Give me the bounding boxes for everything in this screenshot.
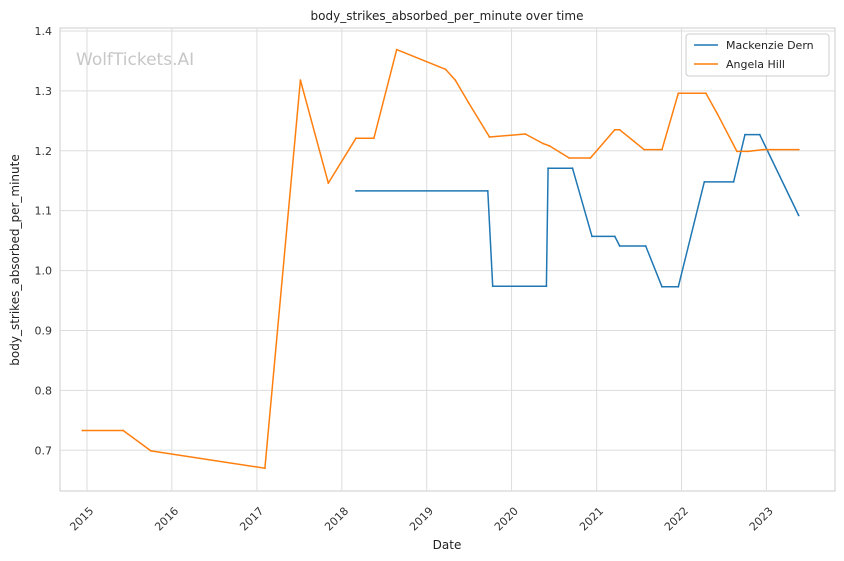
data-point-angela-hill bbox=[264, 467, 266, 470]
data-point-angela-hill bbox=[327, 182, 330, 185]
x-tick-label: 2021 bbox=[577, 505, 606, 534]
data-point-mackenzie-dern bbox=[797, 214, 800, 217]
data-point-angela-hill bbox=[355, 137, 357, 140]
y-tick-label: 1.3 bbox=[35, 85, 53, 98]
x-tick-label: 2018 bbox=[322, 505, 351, 534]
x-tick-label: 2016 bbox=[152, 505, 181, 534]
y-tick-label: 0.7 bbox=[35, 444, 53, 457]
data-point-angela-hill bbox=[747, 150, 750, 153]
data-point-mackenzie-dern bbox=[486, 190, 489, 192]
data-point-angela-hill bbox=[81, 429, 84, 432]
y-tick-labels: 0.7 0.8 0.9 1.0 1.1 1.2 1.3 1.4 bbox=[35, 25, 53, 457]
data-point-angela-hill bbox=[122, 429, 125, 432]
data-point-angela-hill bbox=[643, 148, 645, 151]
x-tick-label: 2019 bbox=[407, 505, 436, 534]
data-point-mackenzie-dern bbox=[491, 285, 494, 288]
x-axis-title: Date bbox=[433, 538, 462, 552]
data-point-angela-hill bbox=[568, 157, 571, 159]
data-point-mackenzie-dern bbox=[545, 285, 548, 288]
y-tick-label: 0.8 bbox=[35, 384, 53, 397]
legend-label-angela-hill: Angela Hill bbox=[726, 58, 785, 71]
y-tick-label: 1.1 bbox=[35, 205, 53, 218]
data-point-angela-hill bbox=[762, 148, 764, 151]
data-point-angela-hill bbox=[524, 133, 527, 135]
data-point-angela-hill bbox=[454, 79, 457, 81]
series-lines bbox=[81, 48, 800, 470]
data-point-mackenzie-dern bbox=[591, 235, 593, 238]
data-point-angela-hill bbox=[661, 148, 663, 151]
data-point-angela-hill bbox=[677, 92, 680, 95]
data-point-angela-hill bbox=[589, 157, 592, 159]
y-tick-label: 1.4 bbox=[35, 25, 53, 38]
data-point-mackenzie-dern bbox=[661, 285, 663, 288]
x-tick-label: 2017 bbox=[237, 505, 266, 534]
legend-box bbox=[685, 33, 830, 77]
y-axis-title: body_strikes_absorbed_per_minute bbox=[8, 154, 22, 365]
x-tick-label: 2020 bbox=[492, 505, 521, 534]
data-point-angela-hill bbox=[467, 101, 470, 104]
data-point-mackenzie-dern bbox=[677, 285, 680, 288]
watermark: WolfTickets.AI bbox=[76, 50, 194, 70]
data-point-mackenzie-dern bbox=[732, 181, 735, 183]
chart-title: body_strikes_absorbed_per_minute over ti… bbox=[311, 9, 584, 23]
data-point-angela-hill bbox=[716, 112, 719, 115]
data-point-angela-hill bbox=[548, 145, 551, 147]
data-point-mackenzie-dern bbox=[618, 245, 621, 247]
data-point-angela-hill bbox=[797, 148, 800, 151]
data-point-angela-hill bbox=[613, 128, 616, 131]
data-point-angela-hill bbox=[150, 450, 152, 452]
data-point-angela-hill bbox=[299, 79, 302, 81]
x-tick-label: 2022 bbox=[662, 505, 691, 534]
data-point-angela-hill bbox=[618, 128, 621, 131]
data-point-angela-hill bbox=[373, 137, 375, 140]
data-point-angela-hill bbox=[444, 68, 447, 71]
x-tick-label: 2015 bbox=[67, 505, 96, 534]
data-point-angela-hill bbox=[542, 142, 545, 145]
data-point-mackenzie-dern bbox=[758, 133, 761, 136]
legend: Mackenzie Dern Angela Hill bbox=[685, 33, 830, 77]
legend-label-mackenzie-dern: Mackenzie Dern bbox=[726, 39, 814, 52]
data-point-angela-hill bbox=[488, 136, 491, 138]
data-point-mackenzie-dern bbox=[355, 190, 357, 192]
plot-area bbox=[59, 27, 836, 492]
data-point-mackenzie-dern bbox=[744, 133, 746, 136]
grid-lines bbox=[60, 28, 835, 491]
x-tick-labels: 2015 2016 2017 2018 2019 2020 2021 2022 2023 bbox=[67, 505, 775, 534]
y-tick-label: 1.2 bbox=[35, 145, 53, 158]
data-point-mackenzie-dern bbox=[703, 181, 706, 183]
y-tick-label: 0.9 bbox=[35, 324, 53, 337]
data-point-mackenzie-dern bbox=[644, 245, 647, 247]
data-point-angela-hill bbox=[736, 150, 738, 153]
y-tick-label: 1.0 bbox=[35, 265, 53, 278]
data-point-mackenzie-dern bbox=[571, 167, 574, 170]
data-point-angela-hill bbox=[705, 92, 707, 95]
data-point-mackenzie-dern bbox=[613, 235, 616, 238]
data-point-mackenzie-dern bbox=[547, 167, 549, 170]
data-point-angela-hill bbox=[395, 48, 398, 51]
x-tick-label: 2023 bbox=[747, 505, 776, 534]
